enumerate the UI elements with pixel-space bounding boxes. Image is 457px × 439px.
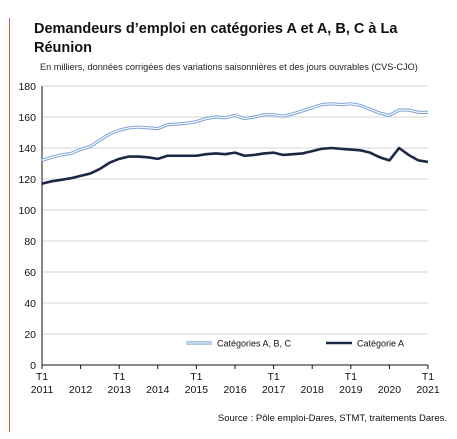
x-tick-label-year: 2016 [223,384,247,396]
x-tick-label-year: 2017 [262,384,286,396]
x-tick-label-quarter: T1 [113,371,125,383]
x-tick-label-year: 2019 [339,384,363,396]
x-tick-label-year: 2021 [416,384,440,396]
y-tick-label: 120 [18,174,36,186]
x-tick-label-year: 2011 [31,384,54,396]
legend-label-cat-gories-a-b-c: Catégories A, B, C [217,339,292,349]
x-tick-label-year: 2015 [185,384,209,396]
y-tick-label: 160 [18,112,36,124]
x-tick-label-quarter: T1 [422,371,434,383]
y-tick-label: 0 [30,360,36,372]
y-tick-label: 60 [24,267,36,279]
x-tick-label-quarter: T1 [267,371,279,383]
series-line-inner-cat-gories-a-b-c [41,103,428,161]
x-tick-label-year: 2014 [146,384,170,396]
x-tick-label-year: 2020 [378,384,402,396]
left-accent-rule [9,18,11,432]
y-tick-label: 100 [18,205,36,217]
y-tick-label: 140 [18,143,36,155]
y-tick-label: 80 [24,236,36,248]
y-tick-label: 180 [18,81,36,93]
x-tick-label-quarter: T1 [190,371,202,383]
x-tick-label-year: 2018 [301,384,325,396]
x-tick-label-quarter: T1 [36,371,48,383]
x-tick-label-year: 2013 [108,384,132,396]
series-line-cat-gorie-a [41,146,429,185]
x-tick-label-quarter: T1 [345,371,357,383]
y-tick-label: 40 [24,298,36,310]
x-tick-label-year: 2012 [69,384,93,396]
chart-source: Source : Pôle emploi-Dares, STMT, traite… [217,413,447,424]
y-tick-label: 20 [24,329,36,341]
legend-label-cat-gorie-a: Catégorie A [357,339,404,349]
chart-subtitle: En milliers, données corrigées des varia… [40,62,418,72]
chart-title: Demandeurs d’emploi en catégories A et A… [34,21,398,56]
